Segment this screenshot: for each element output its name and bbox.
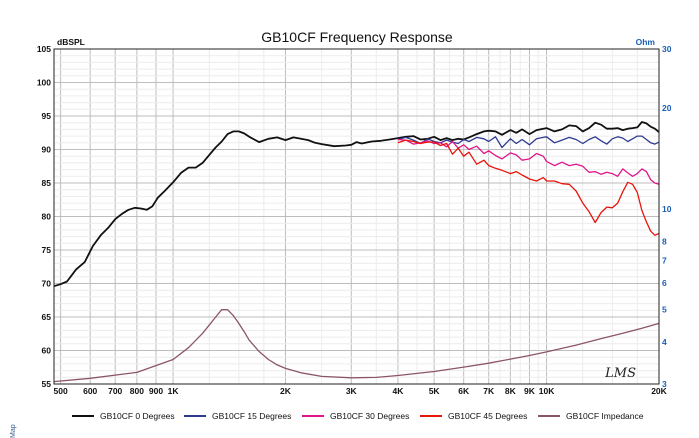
y2-tick-label: 5	[662, 305, 667, 315]
y-tick-label: 100	[37, 78, 51, 88]
y-axis: 55 60 65 70 75 80 85 90 95 100 105	[37, 44, 51, 389]
lms-signature: LMS	[604, 366, 636, 381]
x-tick-label: 800	[130, 386, 144, 396]
x-tick-label: 7K	[483, 386, 495, 396]
y2-axis: 3 4 5 6 7 8 10 20 30	[662, 44, 672, 389]
y-tick-label: 75	[42, 245, 52, 255]
series-line-2	[397, 135, 660, 149]
legend-label: GB10CF 30 Degrees	[330, 411, 409, 421]
x-tick-label: 900	[149, 386, 163, 396]
x-axis: 500 600 700 800 900 1K 2K 3K 4K 5K 6K 7K 8K 9K 10K 20K	[54, 386, 668, 396]
x-tick-label: 600	[83, 386, 97, 396]
y2-tick-label: 8	[662, 236, 667, 246]
y2-tick-label: 6	[662, 278, 667, 288]
x-tick-label: 8K	[505, 386, 517, 396]
legend-label: GB10CF Impedance	[566, 411, 644, 421]
legend-label: GB10CF 15 Degrees	[212, 411, 291, 421]
x-tick-label: 700	[108, 386, 122, 396]
legend-label: GB10CF 0 Degrees	[100, 411, 175, 421]
y-tick-label: 95	[42, 111, 52, 121]
y2-axis-label: Ohm	[636, 37, 656, 47]
y2-tick-label: 30	[662, 44, 672, 54]
y2-tick-label: 20	[662, 103, 672, 113]
series-line-4	[397, 139, 660, 236]
x-tick-label: 2K	[280, 386, 292, 396]
x-tick-label: 10K	[539, 386, 555, 396]
x-tick-label: 5K	[429, 386, 441, 396]
series-line-3	[397, 138, 660, 185]
legend: GB10CF 0 Degrees GB10CF 15 Degrees GB10CF …	[72, 411, 644, 421]
x-tick-label: 6K	[458, 386, 470, 396]
x-tick-label: 3K	[346, 386, 358, 396]
y-tick-label: 85	[42, 178, 52, 188]
series-line-5	[53, 309, 660, 383]
x-tick-label: 500	[54, 386, 68, 396]
y-tick-label: 55	[42, 379, 52, 389]
y-tick-label: 65	[42, 312, 52, 322]
y-axis-label: dBSPL	[57, 37, 85, 47]
x-tick-label: 20K	[651, 386, 667, 396]
y2-tick-label: 3	[662, 379, 667, 389]
series-layer	[53, 121, 660, 383]
x-tick-label: 9K	[524, 386, 536, 396]
y2-tick-label: 4	[662, 337, 667, 347]
y-tick-label: 70	[42, 279, 52, 289]
y-tick-label: 90	[42, 145, 52, 155]
legend-label: GB10CF 45 Degrees	[448, 411, 527, 421]
plot-frame	[53, 48, 660, 385]
y-tick-label: 80	[42, 212, 52, 222]
y2-tick-label: 7	[662, 256, 667, 266]
series-line-1	[53, 121, 660, 288]
side-label: Map	[10, 424, 17, 438]
y-tick-label: 60	[42, 346, 52, 356]
x-tick-label: 4K	[392, 386, 404, 396]
chart-title: GB10CF Frequency Response	[261, 29, 453, 45]
x-tick-label: 1K	[168, 386, 180, 396]
y2-tick-label: 10	[662, 204, 672, 214]
y-tick-label: 105	[37, 44, 51, 54]
grid	[54, 48, 660, 385]
